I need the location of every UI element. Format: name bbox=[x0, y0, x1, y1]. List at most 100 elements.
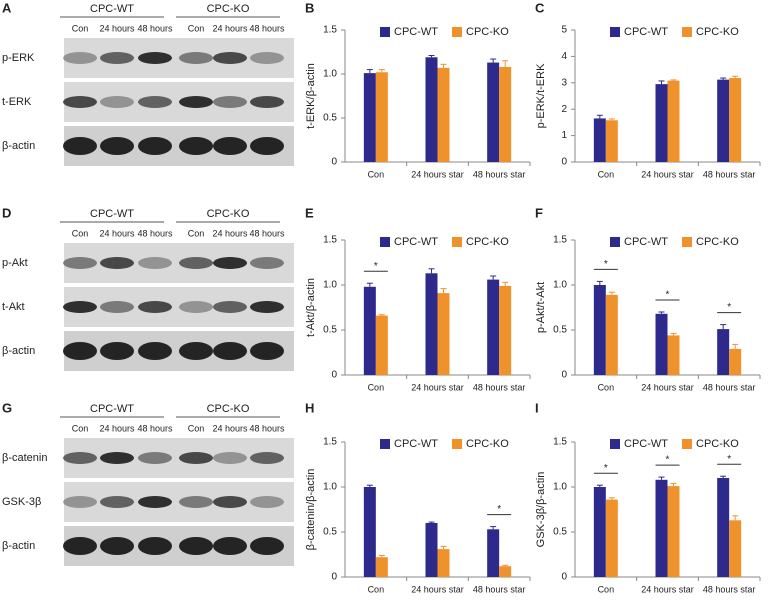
row-label: β-actin bbox=[2, 540, 35, 552]
blot-band bbox=[138, 137, 172, 155]
y-axis-label: β-catenin/β-actin bbox=[305, 469, 317, 551]
bar bbox=[729, 520, 742, 577]
lane-label: 24 hours bbox=[99, 23, 135, 33]
panel-letter: E bbox=[305, 205, 314, 220]
x-tick-label: 48 hours star bbox=[703, 169, 756, 179]
bar bbox=[499, 566, 512, 577]
y-tick-label: 1.5 bbox=[553, 437, 567, 448]
legend-label: CPC-WT bbox=[624, 438, 668, 450]
row-label: t-ERK bbox=[2, 96, 32, 108]
x-tick-label: 48 hours star bbox=[473, 382, 526, 392]
blot-band bbox=[250, 137, 284, 155]
blot-band bbox=[138, 257, 172, 269]
panel-letter: I bbox=[535, 400, 539, 415]
lane-label: 48 hours bbox=[249, 423, 285, 433]
blot-band bbox=[179, 96, 213, 108]
blot-band bbox=[250, 537, 284, 555]
blot-band bbox=[250, 342, 284, 360]
bar bbox=[655, 313, 668, 375]
blot-band bbox=[179, 52, 213, 64]
blot-band bbox=[179, 257, 213, 269]
blot-band bbox=[138, 342, 172, 360]
bar bbox=[655, 479, 668, 577]
panel-letter: H bbox=[305, 400, 314, 415]
row-label: p-Akt bbox=[2, 257, 28, 269]
blot-band bbox=[63, 452, 97, 464]
blot-band bbox=[179, 452, 213, 464]
legend-label: CPC-KO bbox=[466, 26, 509, 38]
y-tick-label: 0 bbox=[561, 572, 567, 583]
blot-band bbox=[100, 52, 134, 64]
blot-band bbox=[100, 137, 134, 155]
y-axis-label: t-Akt/β-actin bbox=[305, 278, 317, 337]
legend-swatch bbox=[452, 439, 462, 449]
blot-band bbox=[213, 52, 247, 64]
lane-label: Con bbox=[188, 423, 205, 433]
x-tick-label: 48 hours star bbox=[473, 169, 526, 179]
lane-label: 24 hours bbox=[212, 423, 248, 433]
y-tick-label: 0 bbox=[561, 157, 567, 168]
y-tick-label: 0 bbox=[331, 370, 337, 381]
group-label: CPC-KO bbox=[207, 208, 250, 220]
blot-band bbox=[138, 496, 172, 508]
y-tick-label: 1 bbox=[561, 130, 567, 141]
bar bbox=[593, 118, 606, 162]
row-label: β-catenin bbox=[2, 452, 47, 464]
y-tick-label: 1.0 bbox=[553, 280, 567, 291]
blot-band bbox=[100, 452, 134, 464]
row-label: GSK-3β bbox=[2, 496, 41, 508]
y-tick-label: 1.5 bbox=[553, 235, 567, 246]
lane-label: 48 hours bbox=[137, 228, 173, 238]
bar bbox=[425, 523, 438, 577]
legend-swatch bbox=[610, 237, 620, 247]
y-tick-label: 1.5 bbox=[323, 235, 337, 246]
y-tick-label: 1.0 bbox=[323, 280, 337, 291]
legend-label: CPC-WT bbox=[624, 26, 668, 38]
blot-band bbox=[63, 537, 97, 555]
x-tick-label: Con bbox=[368, 169, 385, 179]
row-label: p-ERK bbox=[2, 52, 35, 64]
blot-band bbox=[100, 96, 134, 108]
legend-label: CPC-WT bbox=[394, 236, 438, 248]
blot-band bbox=[250, 96, 284, 108]
legend-swatch bbox=[682, 439, 692, 449]
x-tick-label: 24 hours star bbox=[411, 584, 464, 594]
legend-label: CPC-KO bbox=[696, 236, 739, 248]
bar bbox=[487, 529, 500, 577]
lane-label: Con bbox=[72, 23, 89, 33]
legend-label: CPC-KO bbox=[696, 438, 739, 450]
bar bbox=[499, 285, 512, 375]
bar bbox=[717, 478, 730, 577]
blot-band bbox=[179, 537, 213, 555]
row-label: β-actin bbox=[2, 345, 35, 357]
panel-letter: G bbox=[2, 400, 12, 415]
bar bbox=[363, 73, 376, 162]
blot-band bbox=[63, 96, 97, 108]
bar bbox=[425, 273, 438, 375]
significance-mark: * bbox=[604, 259, 608, 270]
blot-band bbox=[213, 342, 247, 360]
blot-band bbox=[213, 537, 247, 555]
blot-band bbox=[138, 301, 172, 313]
blot-band bbox=[250, 257, 284, 269]
row-label: t-Akt bbox=[2, 301, 25, 313]
bar bbox=[667, 486, 680, 577]
y-tick-label: 1.0 bbox=[553, 482, 567, 493]
lane-label: Con bbox=[188, 23, 205, 33]
blot-band bbox=[138, 452, 172, 464]
legend-label: CPC-KO bbox=[696, 26, 739, 38]
blot-band bbox=[63, 257, 97, 269]
x-tick-label: Con bbox=[598, 584, 615, 594]
x-tick-label: Con bbox=[368, 382, 385, 392]
x-tick-label: 48 hours star bbox=[703, 382, 756, 392]
blot-band bbox=[63, 342, 97, 360]
legend-swatch bbox=[682, 237, 692, 247]
x-tick-label: 48 hours star bbox=[703, 584, 756, 594]
lane-label: Con bbox=[72, 423, 89, 433]
blot-band bbox=[213, 257, 247, 269]
x-tick-label: 24 hours star bbox=[641, 382, 694, 392]
legend-label: CPC-WT bbox=[624, 236, 668, 248]
significance-mark: * bbox=[666, 455, 670, 466]
bar bbox=[437, 293, 450, 375]
